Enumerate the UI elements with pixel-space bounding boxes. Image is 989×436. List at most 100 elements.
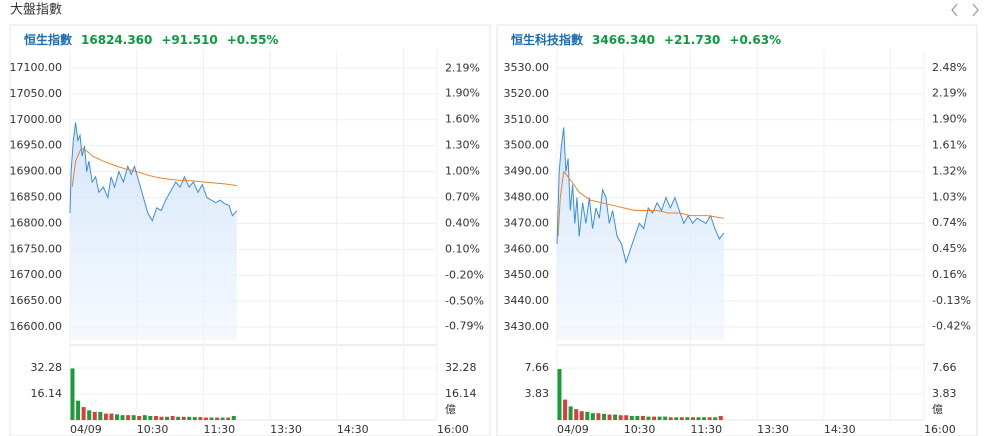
volume-bar	[220, 417, 225, 420]
volume-bar	[215, 417, 220, 420]
y-tick-label: 17100.00	[10, 61, 63, 74]
volume-bar	[142, 415, 147, 420]
y-tick-label: 16950.00	[10, 139, 63, 152]
y-tick-label: 16750.00	[10, 242, 63, 255]
volume-tick-label: 32.28	[445, 361, 477, 374]
average-line	[71, 147, 237, 188]
y-tick-label: 16850.00	[10, 191, 63, 204]
x-tick-label: 04/09	[557, 423, 589, 436]
volume-bar	[557, 369, 562, 420]
y-tick-label: 3470.00	[504, 216, 550, 229]
y2-tick-label: 1.60%	[445, 113, 480, 126]
panel	[496, 24, 978, 436]
volume-bar	[635, 415, 640, 420]
volume-bar	[203, 417, 208, 420]
volume-tick-label: 32.28	[31, 361, 63, 374]
x-tick-label: 14:30	[824, 423, 856, 436]
volume-bar	[226, 417, 231, 420]
y2-tick-label: 0.74%	[932, 216, 967, 229]
volume-bar	[629, 415, 634, 420]
y2-tick-label: 1.30%	[445, 139, 480, 152]
y-tick-label: 16700.00	[10, 268, 63, 281]
volume-bar	[596, 413, 601, 420]
volume-bar	[618, 415, 623, 420]
y2-tick-label: -0.13%	[932, 294, 971, 307]
x-tick-label: 14:30	[337, 423, 369, 436]
y2-tick-label: 0.16%	[932, 268, 967, 281]
y2-tick-label: 0.40%	[445, 217, 480, 230]
volume-bar	[696, 417, 701, 420]
index-name: 恒生科技指數	[511, 32, 583, 47]
y-tick-label: 3530.00	[504, 61, 550, 74]
volume-bar	[76, 400, 81, 420]
volume-bar	[198, 417, 203, 420]
x-tick-label: 13:30	[757, 423, 789, 436]
volume-tick-label: 7.66	[525, 361, 550, 374]
y-tick-label: 3430.00	[504, 320, 550, 333]
prev-arrow[interactable]	[951, 3, 958, 17]
volume-bar	[652, 416, 657, 420]
volume-bar	[702, 417, 707, 420]
volume-bar	[685, 417, 690, 420]
volume-tick-label: 16.14	[31, 387, 63, 400]
volume-unit: 億	[932, 403, 943, 416]
volume-bar	[92, 411, 97, 420]
quote-last: 16824.360	[81, 33, 152, 47]
volume-bar	[159, 416, 164, 420]
volume-bar	[690, 417, 695, 420]
volume-bar	[679, 417, 684, 420]
volume-bar	[87, 410, 92, 420]
volume-bar	[624, 415, 629, 420]
y-tick-label: 3440.00	[504, 294, 550, 307]
y2-tick-label: -0.42%	[932, 320, 971, 333]
next-arrow[interactable]	[972, 3, 979, 17]
quote-change: +91.510	[161, 33, 217, 47]
y2-tick-label: 1.61%	[932, 139, 967, 152]
x-tick-label: 13:30	[270, 423, 302, 436]
volume-bar	[231, 415, 236, 420]
volume-bar	[81, 407, 86, 420]
x-tick-label: 16:00	[924, 423, 956, 436]
y2-tick-label: 1.00%	[445, 165, 480, 178]
y2-tick-label: 1.90%	[445, 86, 480, 99]
quote: 恒生指數 16824.360 +91.510 +0.55%	[24, 32, 278, 47]
x-tick-label: 10:30	[624, 423, 656, 436]
volume-bar	[126, 415, 131, 420]
index-name: 恒生指數	[24, 32, 72, 47]
y2-tick-label: -0.79%	[445, 320, 484, 333]
volume-bar	[607, 414, 612, 420]
volume-bar	[668, 417, 673, 420]
y2-tick-label: 1.03%	[932, 190, 967, 203]
y-tick-label: 3520.00	[504, 87, 550, 100]
quote-last: 3466.340	[592, 33, 655, 47]
volume-bar	[176, 416, 181, 420]
volume-bar	[170, 415, 175, 420]
average-line	[557, 170, 724, 237]
quote-pct: +0.55%	[227, 33, 279, 47]
volume-bar	[613, 414, 618, 420]
volume-tick-label: 16.14	[445, 387, 477, 400]
y-tick-label: 3480.00	[504, 191, 550, 204]
volume-bar	[646, 416, 651, 420]
volume-bar	[103, 413, 108, 420]
y-tick-label: 3500.00	[504, 139, 550, 152]
price-area	[557, 127, 724, 340]
volume-bar	[674, 417, 679, 420]
volume-bar	[657, 416, 662, 420]
volume-bar	[713, 417, 718, 420]
y2-tick-label: -0.20%	[445, 269, 484, 282]
page-title: 大盤指數	[10, 3, 62, 18]
volume-bar	[192, 417, 197, 420]
y-tick-label: 3510.00	[504, 113, 550, 126]
volume-tick-label: 3.83	[525, 387, 550, 400]
y2-tick-label: 2.19%	[445, 61, 480, 74]
volume-bar	[120, 415, 125, 420]
volume-bar	[153, 415, 158, 420]
price-line	[556, 127, 725, 265]
volume-bar	[209, 417, 214, 420]
x-tick-label: 11:30	[690, 423, 722, 436]
y2-tick-label: 0.45%	[932, 242, 967, 255]
volume-bar	[165, 416, 170, 420]
y-tick-label: 17050.00	[10, 87, 63, 100]
